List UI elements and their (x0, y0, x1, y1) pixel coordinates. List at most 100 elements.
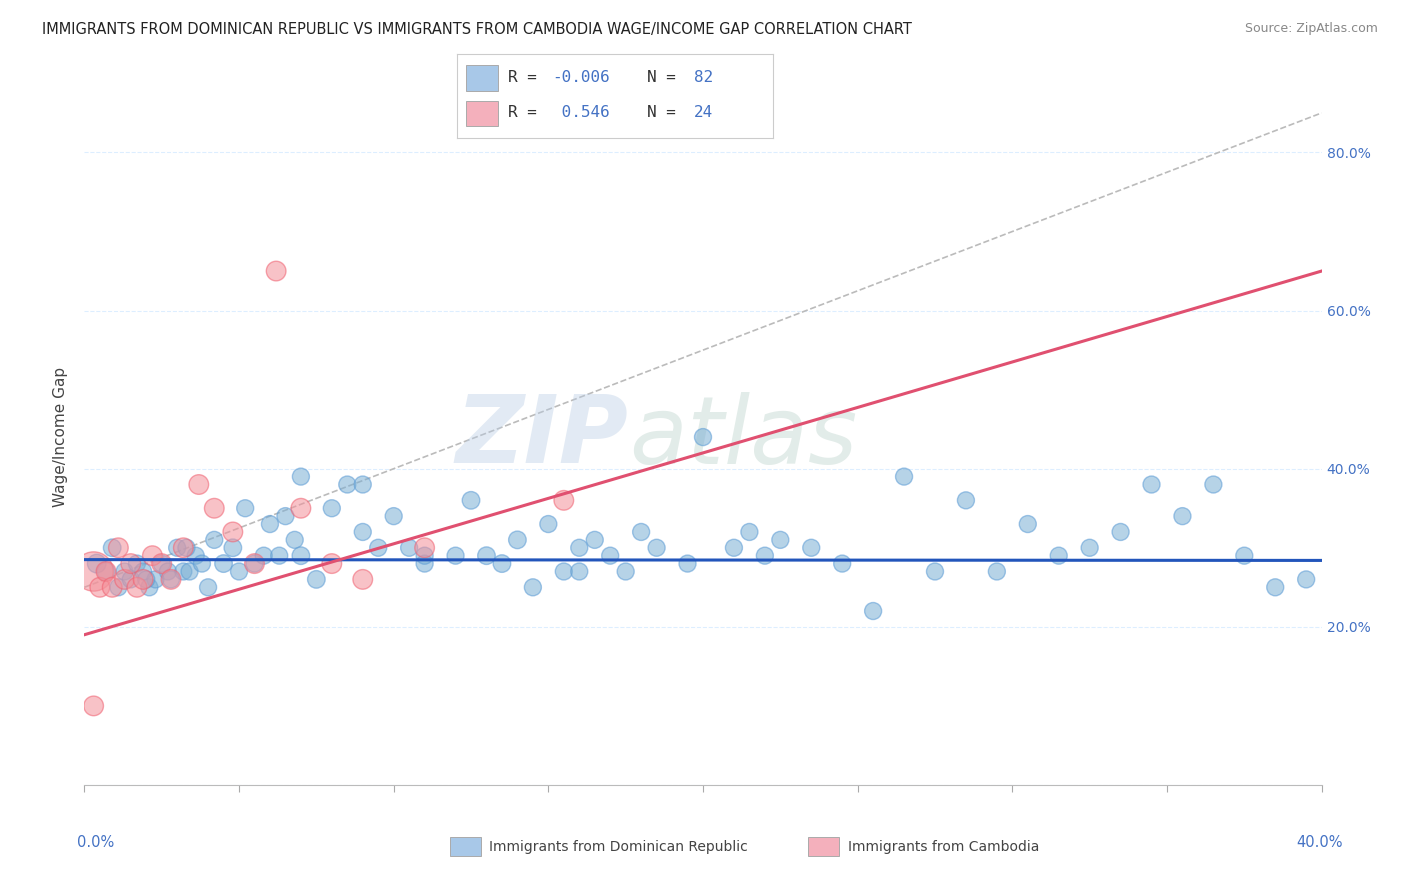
Text: IMMIGRANTS FROM DOMINICAN REPUBLIC VS IMMIGRANTS FROM CAMBODIA WAGE/INCOME GAP C: IMMIGRANTS FROM DOMINICAN REPUBLIC VS IM… (42, 22, 912, 37)
Point (955, 493, 977, 508)
Point (352, 573, 374, 587)
Point (138, 580, 160, 594)
Text: Immigrants from Dominican Republic: Immigrants from Dominican Republic (489, 839, 748, 854)
Point (114, 565, 136, 579)
Point (986, 565, 1008, 579)
Point (738, 524, 761, 539)
Point (506, 533, 529, 547)
Bar (467, 65, 498, 91)
Point (191, 557, 214, 571)
Point (259, 516, 281, 531)
Point (398, 541, 420, 555)
Point (172, 565, 194, 579)
Point (692, 430, 714, 444)
Point (290, 469, 312, 483)
Point (184, 549, 207, 563)
Point (491, 557, 513, 571)
Point (769, 533, 792, 547)
Point (553, 565, 575, 579)
Point (284, 533, 307, 547)
Point (141, 549, 163, 563)
Point (212, 557, 235, 571)
Point (160, 573, 183, 587)
Point (444, 549, 467, 563)
Point (150, 557, 173, 571)
Point (243, 557, 266, 571)
Bar (467, 101, 498, 127)
Point (352, 477, 374, 491)
Point (321, 501, 343, 516)
Point (233, 501, 256, 516)
Text: R =: R = (508, 105, 546, 120)
Point (274, 509, 297, 524)
Point (367, 541, 389, 555)
Point (460, 493, 482, 508)
Point (413, 549, 436, 563)
Point (264, 264, 287, 278)
Point (125, 557, 148, 571)
Point (1017, 516, 1039, 531)
Point (1295, 573, 1317, 587)
Point (156, 565, 179, 579)
Point (568, 541, 591, 555)
Point (305, 573, 328, 587)
Point (120, 573, 142, 587)
Text: 0.0%: 0.0% (77, 836, 114, 850)
Point (862, 604, 884, 618)
Point (135, 573, 157, 587)
Point (172, 541, 194, 555)
Text: atlas: atlas (628, 392, 858, 483)
Point (89, 580, 111, 594)
Text: R =: R = (508, 70, 546, 85)
Point (723, 541, 745, 555)
Point (197, 580, 219, 594)
Point (83, 565, 105, 579)
Point (382, 509, 405, 524)
Point (83, 698, 105, 713)
Point (1264, 580, 1286, 594)
Point (475, 549, 498, 563)
Point (630, 524, 652, 539)
Text: -0.006: -0.006 (551, 70, 610, 85)
Point (599, 549, 621, 563)
Point (222, 541, 245, 555)
Point (1109, 524, 1132, 539)
Text: ZIP: ZIP (456, 391, 628, 483)
Point (522, 580, 544, 594)
Point (645, 541, 668, 555)
Point (1171, 509, 1194, 524)
Text: 40.0%: 40.0% (1296, 836, 1343, 850)
Point (243, 557, 266, 571)
Point (413, 557, 436, 571)
Text: N =: N = (647, 70, 685, 85)
Point (145, 573, 167, 587)
Point (1140, 477, 1163, 491)
Point (290, 549, 312, 563)
Point (150, 557, 173, 571)
Point (321, 557, 343, 571)
Text: N =: N = (647, 105, 685, 120)
Point (166, 541, 188, 555)
Point (893, 469, 915, 483)
Point (1233, 549, 1256, 563)
Point (352, 524, 374, 539)
Point (120, 557, 142, 571)
Point (583, 533, 606, 547)
Point (568, 565, 591, 579)
Point (1047, 549, 1070, 563)
Point (228, 565, 250, 579)
Point (176, 541, 198, 555)
Point (202, 533, 225, 547)
Point (336, 477, 359, 491)
Point (94, 565, 117, 579)
Text: Immigrants from Cambodia: Immigrants from Cambodia (848, 839, 1039, 854)
Point (413, 541, 436, 555)
Point (101, 580, 124, 594)
Text: 0.546: 0.546 (551, 105, 610, 120)
Point (107, 541, 129, 555)
Point (86, 557, 108, 571)
Point (114, 573, 136, 587)
Point (754, 549, 776, 563)
Point (202, 501, 225, 516)
Point (94, 565, 117, 579)
